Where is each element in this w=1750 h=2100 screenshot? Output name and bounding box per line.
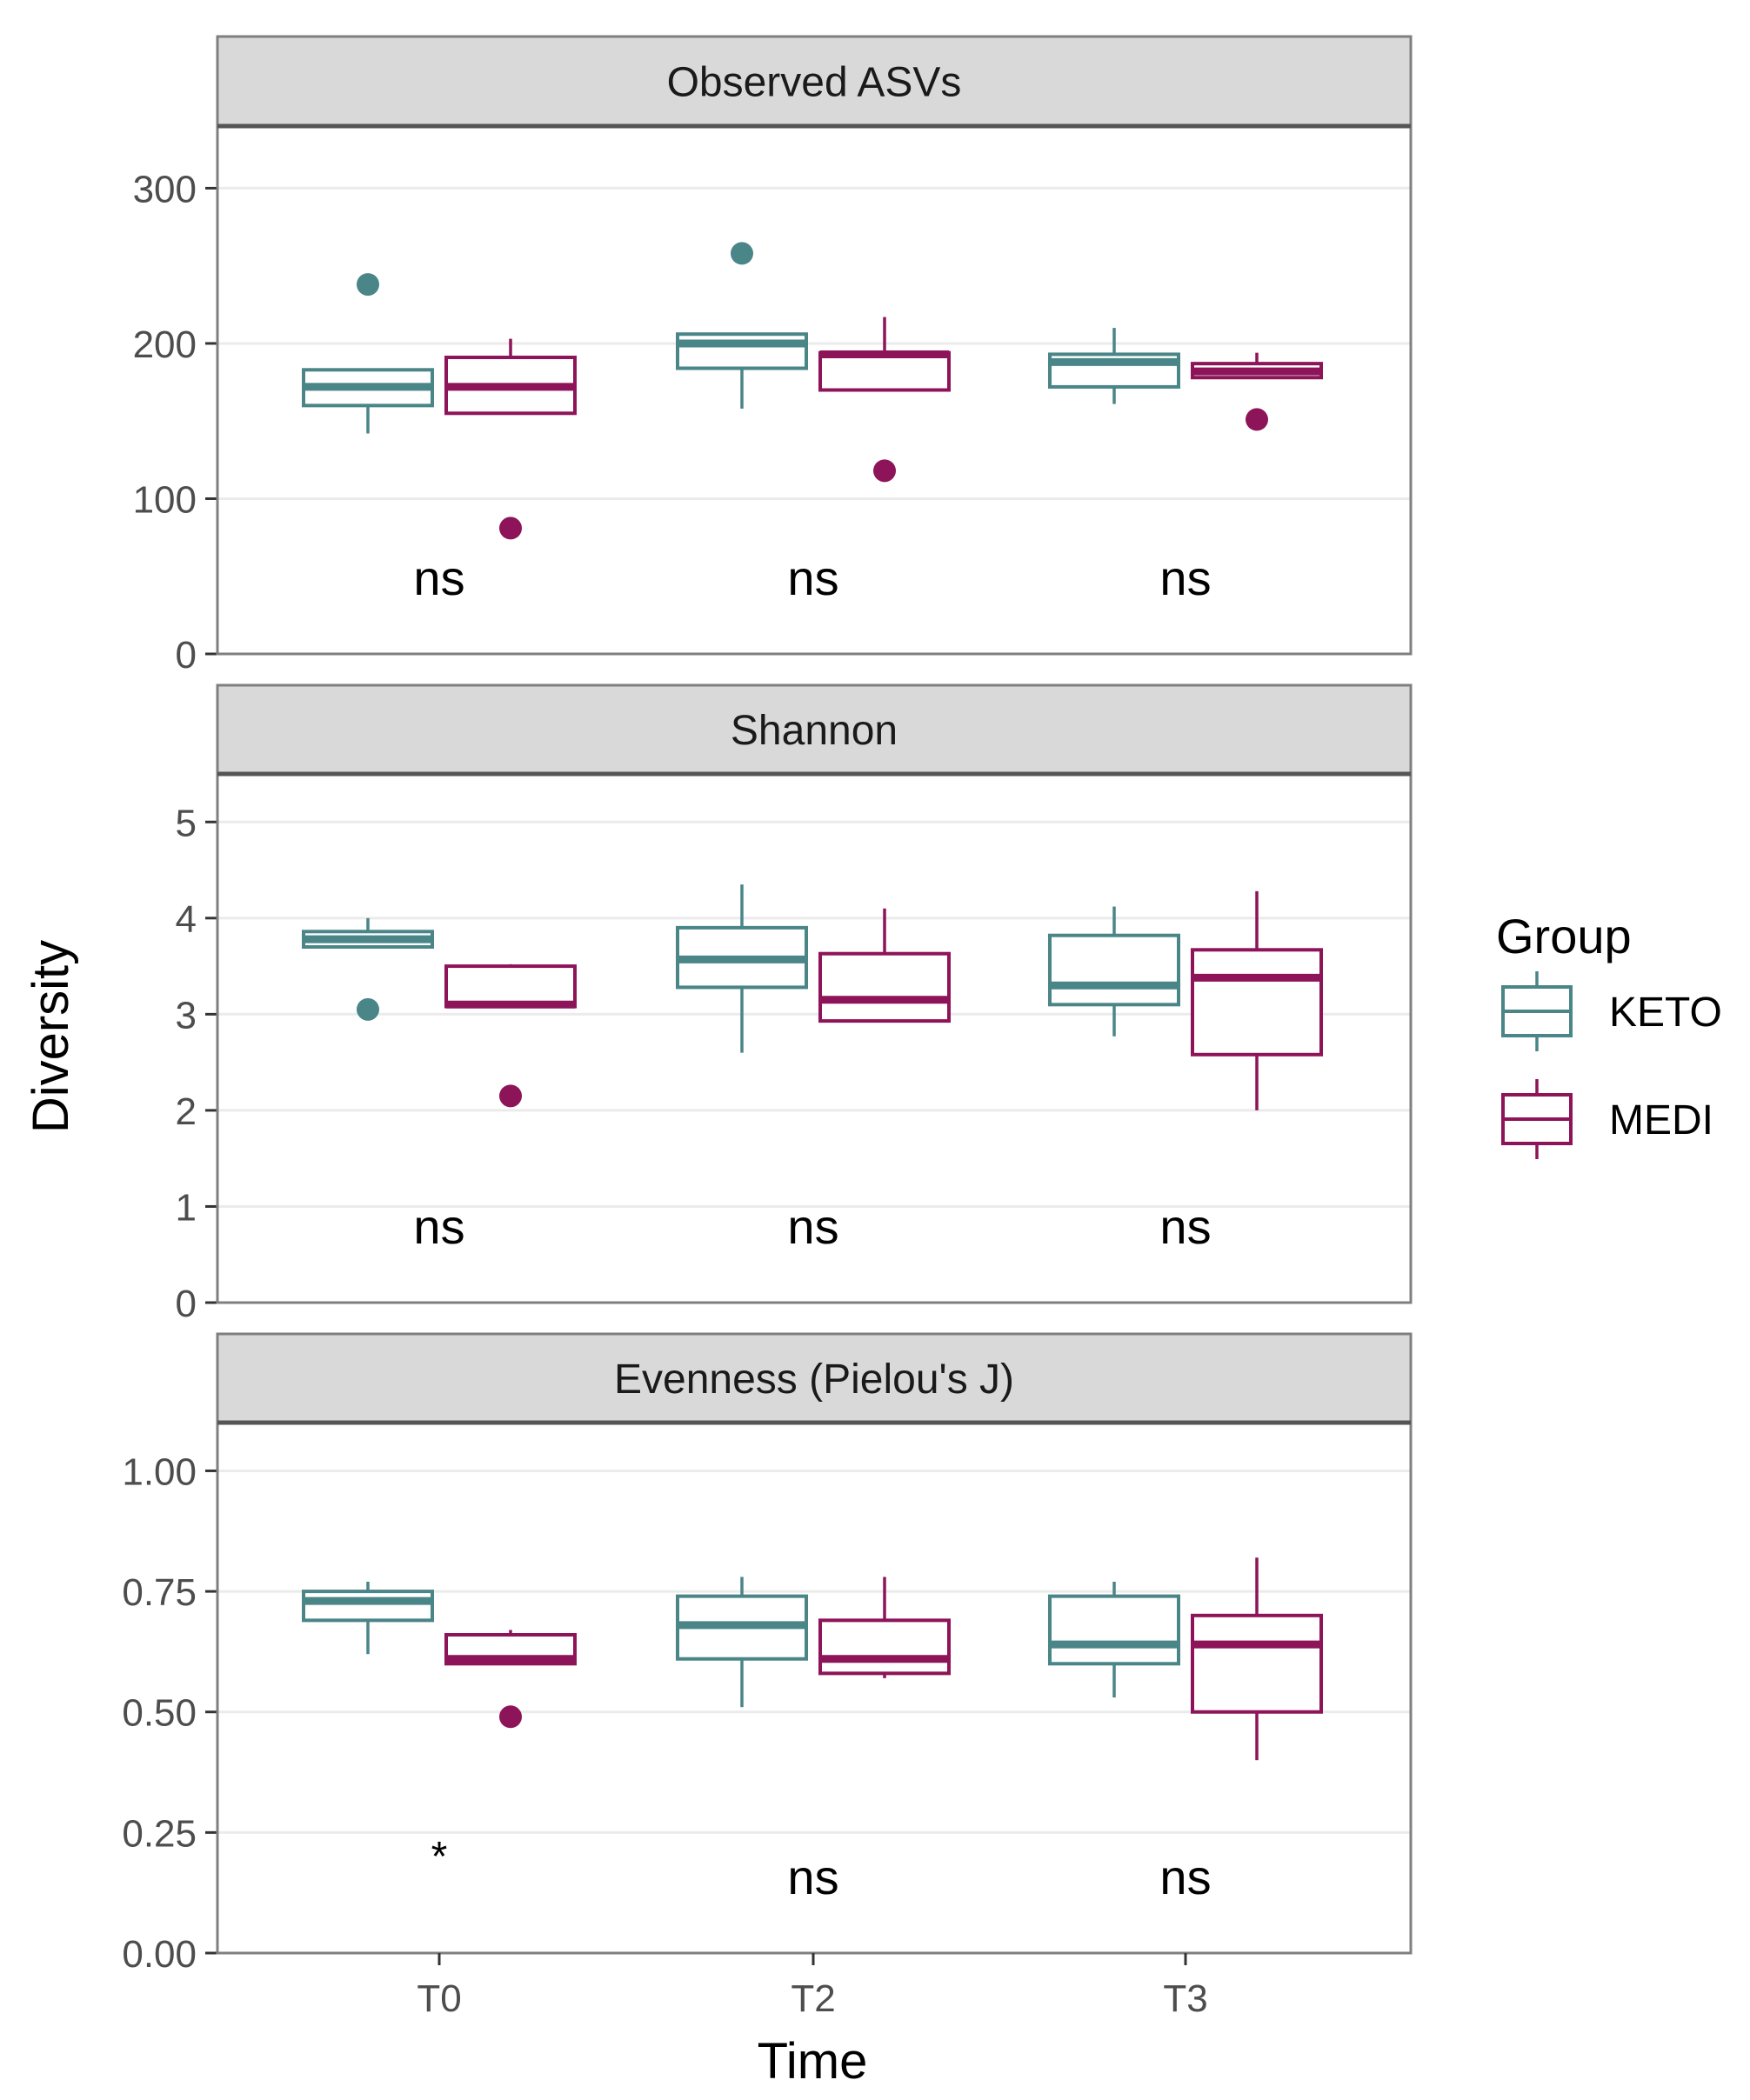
significance-label: ns xyxy=(1159,550,1211,605)
legend-entry-medi: MEDI xyxy=(1501,1079,1713,1159)
facet-strip-title: Evenness (Pielou's J) xyxy=(614,1357,1014,1403)
legend: Group KETO MEDI xyxy=(1496,909,1722,1159)
x-tick-label: T3 xyxy=(1163,1977,1207,2020)
box-iqr xyxy=(1048,1594,1180,1666)
outlier-point xyxy=(499,1705,522,1729)
x-tick-label: T0 xyxy=(417,1977,461,2020)
y-tick-label: 1 xyxy=(176,1186,197,1229)
significance-label: ns xyxy=(787,1850,838,1904)
box-keto-t0 xyxy=(302,917,434,1021)
x-axis: T0 T2 T3 xyxy=(417,1953,1208,2020)
y-tick-label: 0.75 xyxy=(122,1571,197,1614)
y-axis-title: Diversity xyxy=(23,940,79,1133)
y-tick-label: 100 xyxy=(133,478,197,521)
facet-strip xyxy=(216,35,1413,128)
legend-label: MEDI xyxy=(1609,1097,1713,1143)
box-keto-t3 xyxy=(1048,328,1180,404)
significance-label: ns xyxy=(787,1199,838,1254)
outlier-point xyxy=(731,242,753,265)
box-medi-t2 xyxy=(818,1577,951,1678)
box-iqr xyxy=(302,1590,434,1623)
box-keto-t3 xyxy=(1048,906,1180,1037)
y-tick-label: 300 xyxy=(133,168,197,210)
box-medi-t0 xyxy=(444,1630,577,1729)
facet-strip-title: Shannon xyxy=(731,708,898,754)
y-tick-label: 2 xyxy=(176,1090,197,1133)
y-tick-label: 0 xyxy=(176,634,197,677)
panel-3: Evenness (Pielou's J) 0.00 0.25 0.50 0.75 1.0… xyxy=(122,1332,1413,1976)
legend-title: Group xyxy=(1496,909,1632,963)
outlier-point xyxy=(873,459,896,483)
box-iqr xyxy=(818,951,951,1023)
y-tick-label: 0.25 xyxy=(122,1812,197,1855)
y-tick-label: 0 xyxy=(176,1283,197,1325)
box-medi-t0 xyxy=(444,338,577,540)
box-iqr xyxy=(676,332,808,370)
significance-label: ns xyxy=(413,550,464,605)
y-tick-label: 200 xyxy=(133,323,197,366)
box-keto-t0 xyxy=(302,1582,434,1655)
y-tick-label: 0.00 xyxy=(122,1933,197,1976)
box-medi-t3 xyxy=(1191,890,1323,1110)
x-tick-label: T2 xyxy=(791,1977,835,2020)
outlier-point xyxy=(499,517,522,540)
panel-1: Observed ASVs 0 100 200 300 ns ns ns xyxy=(133,35,1413,677)
box-iqr xyxy=(444,964,577,1009)
facet-strip xyxy=(216,683,1413,776)
box-keto-t0 xyxy=(302,273,434,434)
significance-label: ns xyxy=(787,550,838,605)
outlier-point xyxy=(357,997,379,1021)
significance-label: ns xyxy=(1159,1199,1211,1254)
box-keto-t2 xyxy=(676,1577,808,1708)
facet-panels: Observed ASVs 0 100 200 300 ns ns ns Shannon 0 1 2 3… xyxy=(122,35,1413,1976)
box-iqr xyxy=(1191,948,1323,1057)
box-keto-t2 xyxy=(676,242,808,409)
box-keto-t2 xyxy=(676,884,808,1053)
box-iqr xyxy=(818,350,951,392)
y-tick-label: 3 xyxy=(176,994,197,1037)
y-tick-label: 4 xyxy=(176,898,197,941)
outlier-point xyxy=(357,273,379,297)
panel-2: Shannon 0 1 2 3 4 5 ns ns ns xyxy=(176,683,1413,1325)
box-medi-t0 xyxy=(444,963,577,1108)
legend-entry-keto: KETO xyxy=(1501,971,1722,1051)
y-tick-label: 5 xyxy=(176,802,197,844)
box-iqr xyxy=(818,1618,951,1676)
legend-label: KETO xyxy=(1609,990,1722,1036)
box-medi-t3 xyxy=(1191,1557,1323,1761)
significance-label: ns xyxy=(413,1199,464,1254)
box-medi-t2 xyxy=(818,908,951,1023)
significance-label: ns xyxy=(1159,1850,1211,1904)
box-medi-t2 xyxy=(818,317,951,483)
box-iqr xyxy=(1048,933,1180,1007)
facet-strip-title: Observed ASVs xyxy=(667,60,962,106)
box-keto-t3 xyxy=(1048,1582,1180,1698)
outlier-point xyxy=(499,1084,522,1108)
significance-label: * xyxy=(431,1834,448,1880)
box-medi-t3 xyxy=(1191,352,1323,431)
outlier-point xyxy=(1246,408,1268,431)
y-tick-label: 1.00 xyxy=(122,1450,197,1493)
y-tick-label: 0.50 xyxy=(122,1692,197,1735)
facet-strip xyxy=(216,1332,1413,1424)
x-axis-title: Time xyxy=(758,2033,868,2090)
box-iqr xyxy=(1191,1613,1323,1714)
